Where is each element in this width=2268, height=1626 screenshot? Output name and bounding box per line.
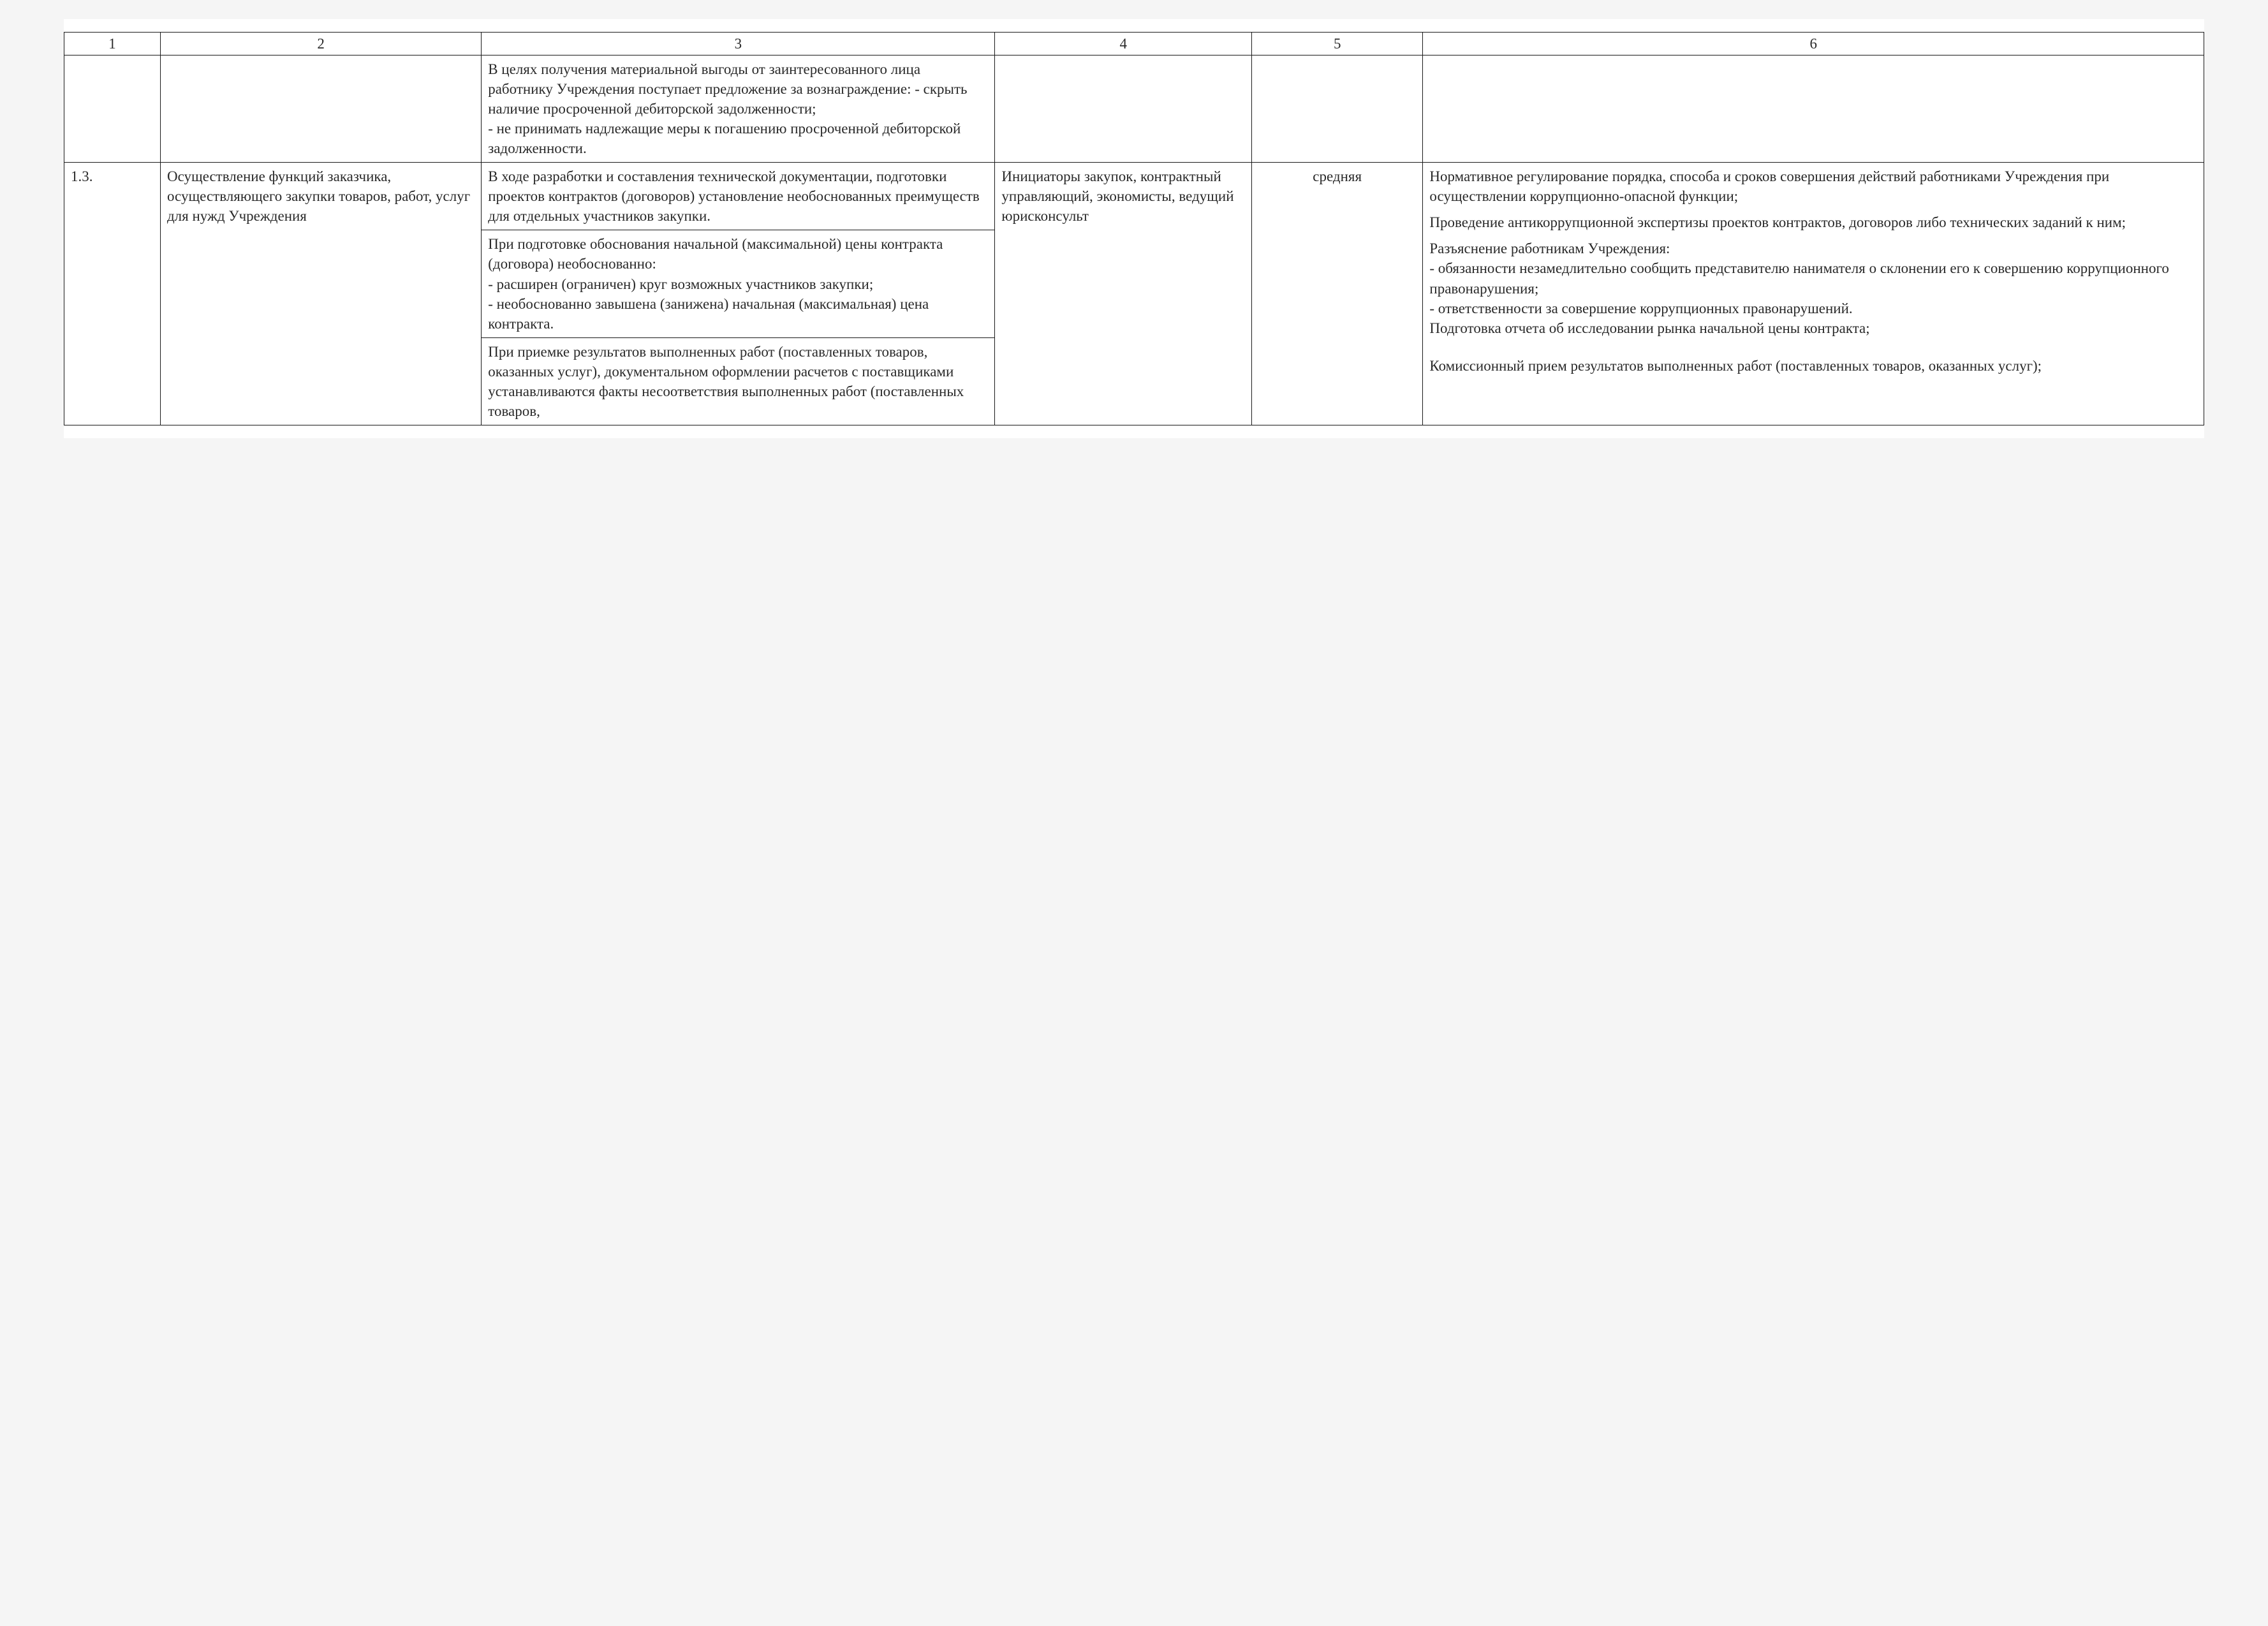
cell-r1-c6 (1423, 55, 2204, 163)
cell-r2-c6: Нормативное регулирование порядка, спосо… (1423, 163, 2204, 425)
cell-r2-c3b: При подготовке обоснования начальной (ма… (482, 230, 995, 337)
cell-r2-c4: Инициаторы закупок, контрактный управляю… (995, 163, 1252, 425)
header-cell-1: 1 (64, 33, 161, 55)
cell-r2-c5: средняя (1252, 163, 1423, 425)
cell-r2-c2: Осуществление функций заказчика, осущест… (160, 163, 481, 425)
cell-r1-c1 (64, 55, 161, 163)
header-cell-2: 2 (160, 33, 481, 55)
table-header-row: 1 2 3 4 5 6 (64, 33, 2204, 55)
cell-r2-c3a: В ходе разработки и составления техничес… (482, 163, 995, 230)
header-cell-4: 4 (995, 33, 1252, 55)
document-page: 1 2 3 4 5 6 В целях получения материальн… (64, 19, 2204, 438)
header-cell-5: 5 (1252, 33, 1423, 55)
cell-r1-c3: В целях получения материальной выгоды от… (482, 55, 995, 163)
cell-r2-c1: 1.3. (64, 163, 161, 425)
cell-r2-c6-p1: Нормативное регулирование порядка, спосо… (1429, 166, 2197, 206)
header-cell-6: 6 (1423, 33, 2204, 55)
table-row: В целях получения материальной выгоды от… (64, 55, 2204, 163)
cell-r2-c6-p3: Разъяснение работникам Учреждения:- обяз… (1429, 239, 2197, 337)
table-row: 1.3. Осуществление функций заказчика, ос… (64, 163, 2204, 230)
cell-r1-c4 (995, 55, 1252, 163)
cell-r1-c2 (160, 55, 481, 163)
cell-r2-c6-p4: Комиссионный прием результатов выполненн… (1429, 356, 2197, 376)
cell-r2-c3c: При приемке результатов выполненных рабо… (482, 337, 995, 425)
header-cell-3: 3 (482, 33, 995, 55)
cell-r1-c5 (1252, 55, 1423, 163)
main-table: 1 2 3 4 5 6 В целях получения материальн… (64, 32, 2204, 425)
cell-r2-c6-p2: Проведение антикоррупционной экспертизы … (1429, 212, 2197, 232)
